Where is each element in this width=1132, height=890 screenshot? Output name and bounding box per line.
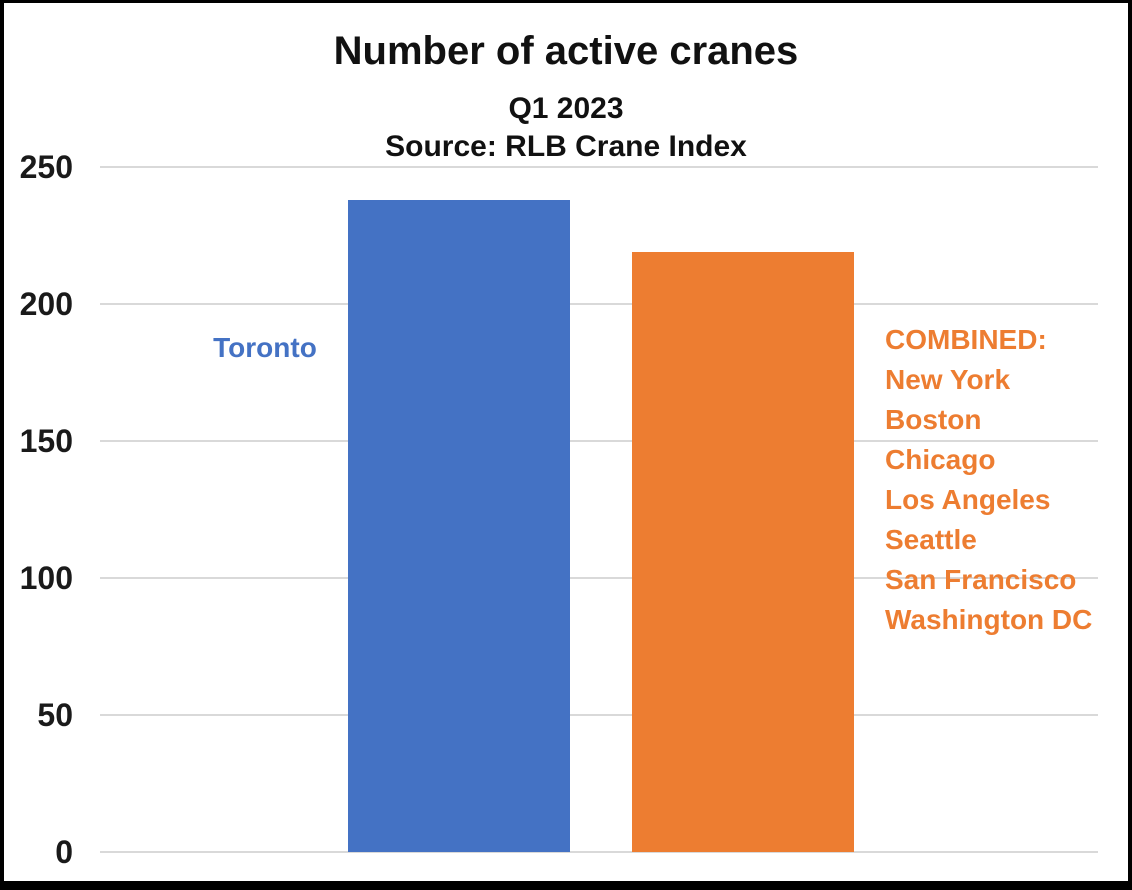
y-tick-label-250: 250 (19, 149, 73, 185)
chart-title: Number of active cranes (333, 29, 799, 73)
bar-label-toronto: Toronto (213, 332, 317, 363)
combined-label-line-2: Boston (885, 404, 982, 435)
combined-label-line-0: COMBINED: (885, 324, 1047, 355)
gridline-100 (100, 577, 1098, 579)
gridline-0 (100, 851, 1098, 853)
frame-border-right (1128, 0, 1132, 890)
bar-label-combined-us-cities: COMBINED: New York Boston Chicago Los Angele… (885, 320, 1130, 640)
combined-label-line-4: Los Angeles (885, 484, 1051, 515)
combined-label-line-7: Washington DC (885, 604, 1093, 635)
gridline-50 (100, 714, 1098, 716)
y-tick-label-200: 200 (19, 286, 73, 322)
gridline-150 (100, 440, 1098, 442)
combined-label-line-1: New York (885, 364, 1011, 395)
combined-label-line-3: Chicago (885, 444, 996, 475)
chart-subtitle: Q1 2023 (508, 92, 624, 125)
y-tick-label-100: 100 (19, 560, 73, 596)
bar-combined-us-cities (632, 252, 854, 852)
y-tick-label-0: 0 (55, 834, 73, 870)
combined-label-line-5: Seattle (885, 524, 977, 555)
combined-label-line-6: San Francisco (885, 564, 1077, 595)
gridline-200 (100, 303, 1098, 305)
bar-toronto (348, 200, 570, 852)
frame-border-bottom (0, 881, 1132, 890)
y-tick-label-50: 50 (37, 697, 73, 733)
gridline-250 (100, 166, 1098, 168)
y-tick-label-150: 150 (19, 423, 73, 459)
frame-border-left (0, 0, 4, 890)
chart-source-note: Source: RLB Crane Index (385, 130, 747, 163)
frame-border-top (0, 0, 1132, 3)
